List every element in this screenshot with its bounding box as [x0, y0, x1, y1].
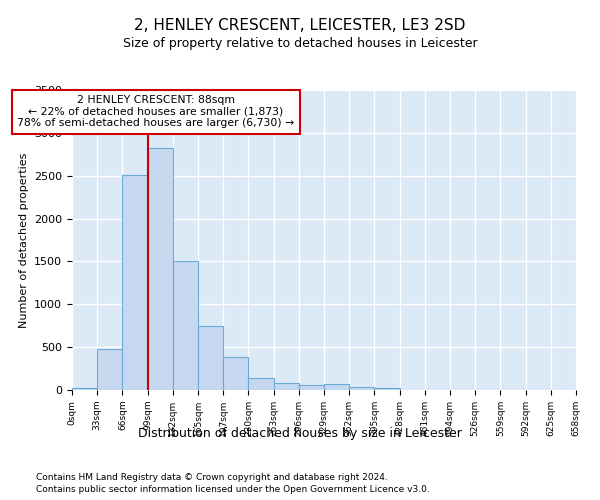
Bar — [274, 383, 299, 390]
Text: 2 HENLEY CRESCENT: 88sqm
← 22% of detached houses are smaller (1,873)
78% of sem: 2 HENLEY CRESCENT: 88sqm ← 22% of detach… — [17, 95, 295, 128]
Text: Distribution of detached houses by size in Leicester: Distribution of detached houses by size … — [138, 428, 462, 440]
Bar — [374, 388, 400, 390]
Bar — [223, 358, 248, 390]
Bar — [299, 385, 324, 390]
Bar — [97, 349, 122, 390]
Bar — [248, 378, 274, 390]
Text: 2, HENLEY CRESCENT, LEICESTER, LE3 2SD: 2, HENLEY CRESCENT, LEICESTER, LE3 2SD — [134, 18, 466, 32]
Bar — [148, 148, 173, 390]
Bar — [72, 388, 97, 390]
Bar — [324, 384, 349, 390]
Bar — [349, 388, 374, 390]
Bar — [198, 326, 223, 390]
Text: Contains public sector information licensed under the Open Government Licence v3: Contains public sector information licen… — [36, 485, 430, 494]
Text: Size of property relative to detached houses in Leicester: Size of property relative to detached ho… — [122, 38, 478, 51]
Y-axis label: Number of detached properties: Number of detached properties — [19, 152, 29, 328]
Bar — [122, 175, 148, 390]
Text: Contains HM Land Registry data © Crown copyright and database right 2024.: Contains HM Land Registry data © Crown c… — [36, 472, 388, 482]
Bar — [173, 260, 198, 390]
